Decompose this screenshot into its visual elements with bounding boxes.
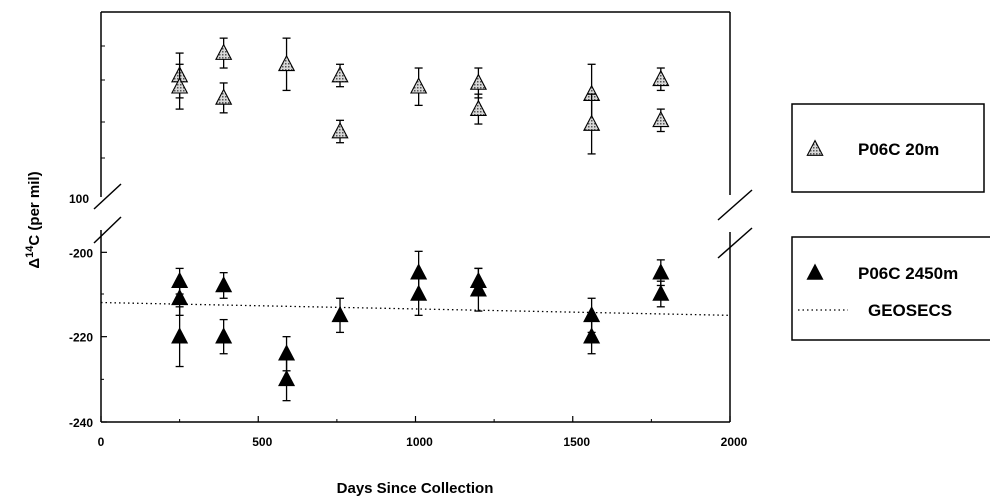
p06c-2450m-point <box>278 369 296 387</box>
x-tick-label: 2000 <box>721 435 748 449</box>
p06c-2450m-point <box>652 263 670 280</box>
legend-label-p06c-20m: P06C 20m <box>858 140 939 159</box>
p06c-20m-point <box>171 77 189 94</box>
p06c-2450m-point <box>215 327 233 344</box>
p06c-20m-point <box>652 69 670 87</box>
geosecs-line <box>100 301 731 316</box>
legend-label-geosecs: GEOSECS <box>868 301 952 320</box>
p06c-20m-point <box>215 88 233 105</box>
y-tick-label: -200 <box>69 246 93 260</box>
legend-symbol-p06c-20m <box>806 139 824 156</box>
y-tick-label-100: 100 <box>69 192 89 206</box>
p06c-20m-point <box>410 77 428 94</box>
legend-box-lower <box>791 236 990 341</box>
legend-label-p06c-2450m: P06C 2450m <box>858 264 958 283</box>
p06c-2450m-point <box>652 284 670 301</box>
p06c-20m-point <box>469 99 488 116</box>
p06c-2450m-point <box>171 288 189 306</box>
legend-symbol-p06c-2450m <box>806 263 824 280</box>
y-tick-label: -240 <box>69 416 93 430</box>
p06c-20m-point <box>277 54 296 72</box>
x-tick-label: 500 <box>252 435 272 449</box>
p06c-2450m-point <box>410 284 428 301</box>
p06c-2450m-point <box>583 327 601 344</box>
p06c-20m-point <box>331 65 349 83</box>
p06c-20m-point <box>469 73 488 90</box>
x-tick-label: 0 <box>98 435 105 449</box>
p06c-2450m-point <box>215 275 233 293</box>
x-axis-title: Days Since Collection <box>337 480 494 497</box>
y-axis-title: Δ14C (per mil) <box>24 171 43 268</box>
axis-break-mark-left-1 <box>93 183 122 210</box>
axis-break-mark-left-2 <box>93 216 122 244</box>
p06c-20m-point <box>331 121 349 139</box>
p06c-20m-point <box>583 114 601 131</box>
p06c-20m-point <box>652 110 670 128</box>
y-tick-label: -220 <box>69 331 93 345</box>
axis-break-mark-right-2 <box>717 227 753 259</box>
p06c-20m-point <box>215 43 233 60</box>
legend-box-upper <box>791 103 985 193</box>
x-tick-label: 1000 <box>406 435 433 449</box>
p06c-2450m-point <box>469 280 487 297</box>
x-tick-label: 1500 <box>563 435 590 449</box>
p06c-2450m-point <box>171 327 189 344</box>
axis-break-mark-right-1 <box>717 189 753 221</box>
p06c-2450m-point <box>331 305 349 323</box>
